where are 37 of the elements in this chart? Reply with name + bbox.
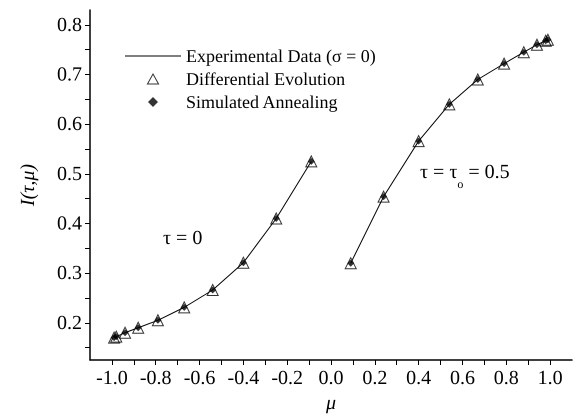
x-tick-label: 0.2 [362,367,388,389]
y-tick-label: 0.8 [57,14,82,36]
point [237,256,250,269]
x-tick-label: -0.2 [271,367,304,389]
x-tick-label: -0.4 [228,367,260,389]
y-tick-label: 0.4 [57,212,82,234]
annotation: τ = 0 [163,227,202,249]
point [412,135,425,148]
x-tick-label: -0.8 [140,367,172,389]
x-tick-label: 0.4 [406,367,432,389]
point [518,46,530,58]
x-tick-label: -0.6 [184,367,216,389]
x-tick-label: -1.0 [96,367,128,389]
x-tick-label: 0.8 [494,367,519,389]
legend-label: Experimental Data (σ = 0) [186,46,376,66]
point [472,74,484,86]
point [206,284,219,296]
point [152,314,164,326]
y-axis-title: I(τ,μ) [17,164,39,208]
point [378,190,390,203]
point [498,58,510,70]
point [344,257,357,270]
x-axis-title: μ [324,392,336,414]
y-tick-label: 0.3 [57,262,82,284]
legend-label: Differential Evolution [186,69,346,89]
point [132,322,144,334]
y-tick-label: 0.6 [57,113,82,136]
point [305,155,318,168]
x-tick-label: 0.6 [450,367,475,389]
x-tick-label: 0.0 [318,367,344,389]
y-tick-label: 0.2 [57,312,82,334]
point [443,98,456,110]
y-tick-label: 0.5 [57,162,82,185]
point [530,38,543,51]
x-tick-label: 1.0 [538,367,563,389]
legend-label: Simulated Annealing [186,92,338,112]
y-tick-label: 0.7 [57,64,82,86]
